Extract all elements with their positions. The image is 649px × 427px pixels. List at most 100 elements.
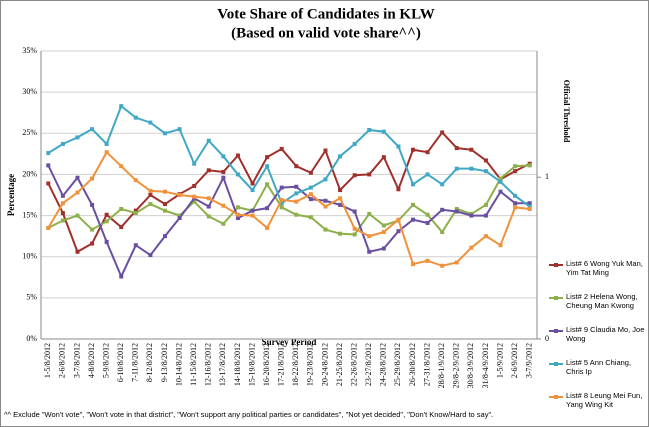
- point: [235, 216, 240, 221]
- point: [338, 188, 343, 193]
- point: [527, 206, 532, 211]
- point: [235, 205, 240, 210]
- x-tick-label: 16-20/8/2012: [262, 343, 271, 386]
- x-tick-label: 15-19/8/2012: [247, 343, 256, 386]
- point: [265, 206, 270, 211]
- point: [90, 127, 95, 132]
- point: [75, 249, 80, 254]
- point: [308, 170, 313, 175]
- point: [279, 146, 284, 151]
- point: [411, 262, 415, 267]
- x-tick-label: 18-22/8/2012: [291, 343, 300, 386]
- point: [163, 202, 167, 207]
- point: [206, 138, 211, 143]
- x-tick-label: 22-26/8/2012: [349, 343, 358, 386]
- x-tick-label: 21-25/8/2012: [335, 343, 344, 386]
- legend-label: List# 5 Ann Chiang, Chris Ip: [566, 358, 632, 376]
- point: [163, 131, 167, 136]
- x-tick-label: 31/8-4/9/2012: [481, 343, 490, 388]
- point: [367, 172, 372, 177]
- point: [250, 213, 255, 218]
- x-tick-label: 27-31/8/2012: [422, 343, 431, 386]
- point: [483, 234, 488, 239]
- point: [411, 182, 415, 187]
- legend-label: List# 8 Leung Mei Fun, Yang Wing Kit: [566, 391, 643, 409]
- point: [119, 225, 124, 230]
- point: [148, 202, 153, 207]
- point: [46, 163, 51, 168]
- legend-label: List# 2 Helena Wong, Cheung Man Kwong: [566, 292, 638, 310]
- point: [104, 219, 109, 224]
- point: [367, 234, 372, 239]
- x-tick-label: 26-30/8/2012: [408, 343, 417, 386]
- point: [90, 227, 95, 232]
- chart-title: Vote Share of Candidates in KLW: [217, 6, 434, 22]
- point: [250, 208, 255, 213]
- point: [308, 192, 313, 197]
- y-tick-label: 30%: [22, 87, 37, 96]
- point: [367, 249, 372, 254]
- point: [513, 193, 518, 198]
- series-line: [47, 164, 530, 236]
- legend-marker: [554, 395, 558, 399]
- point: [104, 212, 109, 217]
- point: [192, 194, 197, 199]
- point: [265, 182, 270, 187]
- x-tick-label: 29/8-2/9/2012: [452, 343, 461, 388]
- point: [104, 150, 109, 155]
- point: [425, 258, 430, 263]
- point: [75, 213, 80, 218]
- x-tick-label: 13-17/8/2012: [218, 343, 227, 386]
- x-tick-label: 12-16/8/2012: [204, 343, 213, 386]
- point: [177, 127, 182, 132]
- point: [381, 223, 386, 228]
- point: [367, 211, 372, 216]
- point: [119, 164, 124, 169]
- point: [425, 150, 430, 155]
- point: [279, 201, 284, 206]
- point: [90, 176, 95, 181]
- legend-label: List# 6 Wong Yuk Man, Yim Tat Ming: [566, 259, 643, 277]
- point: [308, 185, 313, 190]
- series-line: [47, 130, 531, 254]
- footnote: ^^ Exclude "Won't vote", "Won't vote in …: [4, 410, 493, 419]
- point: [498, 189, 503, 194]
- point: [294, 184, 299, 189]
- x-tick-label: 3-7/9/2012: [525, 343, 534, 378]
- chart-subtitle: (Based on valid vote share^^): [231, 25, 421, 41]
- point: [469, 166, 474, 171]
- point: [527, 204, 532, 209]
- point: [440, 130, 445, 135]
- point: [90, 202, 95, 207]
- point: [46, 225, 51, 230]
- x-tick-label: 14-18/8/2012: [233, 343, 242, 386]
- point: [148, 253, 153, 258]
- point: [60, 141, 65, 146]
- x-axis-label: Survey Period: [262, 337, 317, 347]
- x-tick-label: 4-8/8/2012: [87, 343, 96, 378]
- point: [483, 169, 488, 174]
- point: [60, 193, 65, 198]
- point: [163, 189, 167, 194]
- point: [163, 234, 167, 239]
- point: [323, 227, 328, 232]
- point: [279, 197, 284, 202]
- point: [454, 146, 459, 151]
- point: [60, 218, 65, 223]
- point: [60, 201, 65, 206]
- point: [483, 158, 488, 163]
- point: [454, 206, 459, 211]
- point: [411, 202, 415, 207]
- point: [425, 220, 430, 225]
- point: [527, 163, 532, 168]
- point: [483, 202, 488, 207]
- point: [352, 141, 357, 146]
- point: [265, 155, 270, 160]
- point: [221, 203, 226, 208]
- point: [104, 141, 109, 146]
- point: [148, 120, 153, 125]
- point: [396, 217, 401, 222]
- point: [294, 191, 299, 196]
